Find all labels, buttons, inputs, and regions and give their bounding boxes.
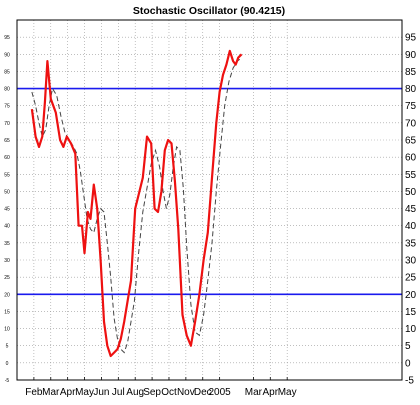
- stochastic-line: [30, 49, 243, 358]
- y-tick-label-right: -5: [405, 376, 414, 387]
- series-lines: [30, 49, 243, 358]
- y-tick-label-left: 30: [4, 258, 10, 264]
- y-tick-label-right: 35: [405, 238, 417, 249]
- y-tick-label-left: 75: [4, 104, 10, 110]
- y-tick-label-right: 45: [405, 204, 417, 215]
- y-tick-label-left: 50: [4, 189, 10, 195]
- x-tick-label: Nov: [177, 387, 195, 398]
- y-tick-label-right: 40: [405, 221, 417, 232]
- y-tick-label-left: 35: [4, 241, 10, 247]
- y-tick-label-left: 15: [4, 309, 10, 315]
- y-tick-label-left: 5: [6, 344, 9, 350]
- x-tick-label: Mar: [42, 387, 60, 398]
- y-tick-label-left: 90: [4, 52, 10, 58]
- y-tick-label-right: 30: [405, 256, 417, 267]
- x-tick-label: Sep: [143, 387, 161, 398]
- signal-line: [31, 57, 242, 354]
- x-tick-label: Apr: [263, 387, 279, 398]
- y-tick-label-left: 95: [4, 35, 10, 41]
- y-tick-label-right: 80: [405, 84, 417, 95]
- y-tick-label-right: 10: [405, 324, 417, 335]
- plot-frame: [16, 19, 403, 381]
- x-tick-label: Jun: [93, 387, 109, 398]
- y-tick-label-left: 45: [4, 207, 10, 213]
- y-tick-label-left: 55: [4, 172, 10, 178]
- y-tick-label-right: 15: [405, 307, 417, 318]
- y-tick-label-left: -5: [5, 378, 10, 384]
- x-tick-label: Oct: [161, 387, 177, 398]
- x-tick-label: Dec: [194, 387, 212, 398]
- y-tick-label-left: 80: [4, 87, 10, 93]
- chart-title: Stochastic Oscillator (90.4215): [133, 5, 285, 17]
- y-tick-label-right: 65: [405, 136, 417, 147]
- x-tick-label: Feb: [25, 387, 43, 398]
- y-tick-label-right: 70: [405, 118, 417, 129]
- y-tick-label-right: 60: [405, 153, 417, 164]
- y-tick-label-left: 40: [4, 224, 10, 230]
- x-tick-label: May: [278, 387, 297, 398]
- y-tick-label-left: 20: [4, 292, 10, 298]
- y-tick-label-right: 20: [405, 290, 417, 301]
- y-tick-label-left: 0: [6, 361, 9, 367]
- x-tick-label: May: [75, 387, 94, 398]
- reference-lines: [17, 87, 402, 296]
- y-tick-label-left: 85: [4, 69, 10, 75]
- y-tick-label-right: 25: [405, 273, 417, 284]
- y-tick-label-left: 10: [4, 327, 10, 333]
- y-tick-label-right: 0: [405, 358, 411, 369]
- y-tick-label-right: 5: [405, 341, 411, 352]
- x-tick-label: 2005: [209, 387, 232, 398]
- plot-border: [16, 19, 403, 381]
- y-tick-label-left: 65: [4, 138, 10, 144]
- y-tick-label-right: 90: [405, 50, 417, 61]
- x-tick-label: Apr: [60, 387, 76, 398]
- y-tick-label-right: 85: [405, 67, 417, 78]
- y-tick-label-left: 25: [4, 275, 10, 281]
- y-tick-label-left: 60: [4, 155, 10, 161]
- x-tick-label: Aug: [126, 387, 144, 398]
- y-tick-label-right: 50: [405, 187, 417, 198]
- y-tick-label-left: 70: [4, 121, 10, 127]
- y-tick-label-right: 95: [405, 33, 417, 44]
- x-tick-label: Jul: [112, 387, 125, 398]
- y-tick-label-right: 55: [405, 170, 417, 181]
- x-tick-label: Mar: [245, 387, 263, 398]
- grid-lines: [17, 20, 402, 380]
- y-tick-label-right: 75: [405, 101, 417, 112]
